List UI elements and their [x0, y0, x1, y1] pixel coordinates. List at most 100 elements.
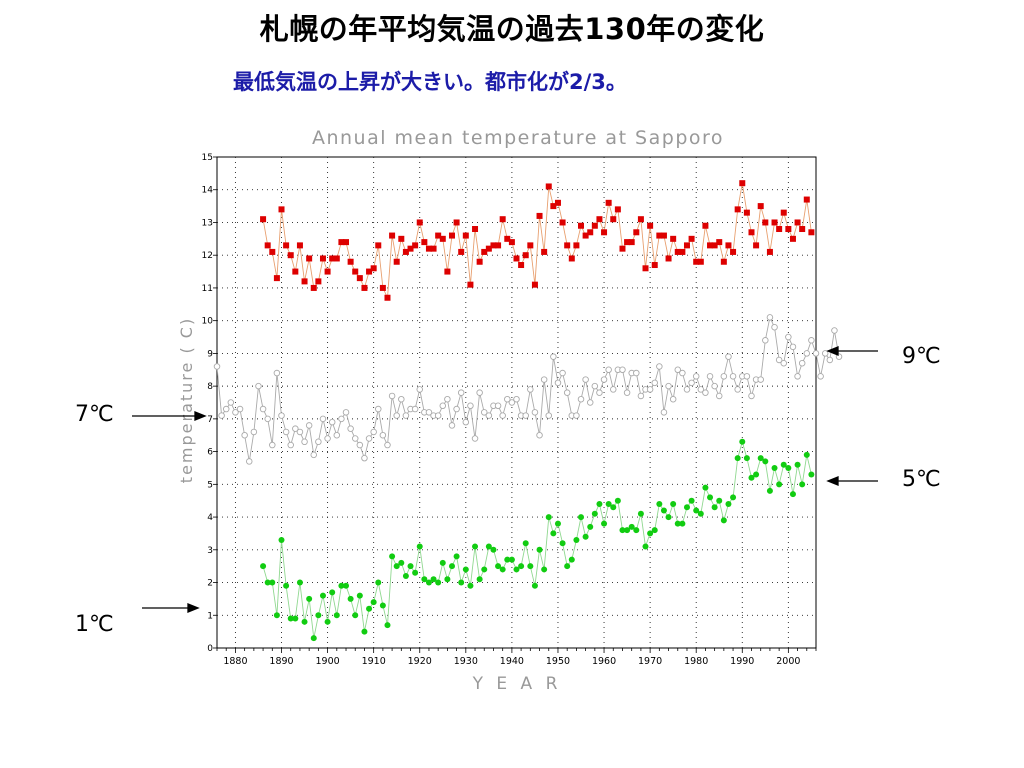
data-point-min — [707, 494, 714, 501]
data-point-max — [628, 239, 635, 246]
data-point-min — [264, 579, 271, 586]
data-point-max — [688, 235, 695, 242]
data-point-min — [425, 579, 432, 586]
data-point-mean — [370, 428, 377, 436]
data-point-min — [379, 602, 386, 609]
data-point-max — [467, 281, 474, 288]
data-point-mean — [471, 435, 479, 442]
data-point-mean — [720, 373, 728, 380]
data-point-mean — [425, 409, 433, 416]
data-point-min — [610, 504, 617, 511]
data-point-min — [739, 438, 746, 445]
data-point-mean — [494, 402, 502, 410]
data-point-mean — [269, 441, 276, 449]
data-point-max — [430, 245, 437, 252]
data-point-max — [573, 242, 580, 249]
data-point-max — [720, 258, 727, 265]
data-point-mean — [637, 392, 645, 400]
data-point-max — [343, 239, 350, 246]
data-point-min — [564, 563, 571, 570]
data-point-min — [720, 517, 727, 524]
data-point-mean — [550, 353, 557, 360]
data-point-min — [642, 543, 649, 550]
data-point-mean — [715, 392, 723, 400]
data-point-max — [301, 278, 308, 285]
data-point-min — [550, 530, 557, 537]
data-point-mean — [591, 382, 599, 390]
data-point-min — [444, 576, 451, 583]
data-point-mean — [623, 389, 631, 396]
data-point-max — [485, 245, 492, 252]
data-point-max — [647, 222, 654, 229]
data-point-min — [287, 615, 294, 622]
data-point-max — [333, 255, 340, 262]
x-tick-label: 1900 — [315, 656, 339, 667]
y-tick-label: 0 — [207, 644, 213, 654]
data-point-min — [725, 500, 732, 507]
data-point-max — [753, 242, 760, 249]
x-tick-label: 1910 — [362, 656, 386, 667]
data-point-mean — [315, 438, 322, 446]
data-point-min — [260, 563, 267, 570]
data-point-min — [296, 579, 303, 586]
data-point-min — [283, 582, 290, 589]
data-point-mean — [384, 441, 391, 449]
data-point-mean — [808, 337, 815, 344]
data-point-max — [319, 255, 326, 262]
data-point-max — [495, 242, 502, 249]
data-point-max — [559, 219, 566, 226]
slide-title: 札幌の年平均気温の過去130年の変化 — [259, 12, 765, 46]
data-point-min — [637, 510, 644, 517]
data-point-mean — [803, 350, 811, 357]
data-point-max — [780, 209, 787, 216]
data-point-mean — [531, 409, 539, 416]
data-point-min — [665, 514, 672, 521]
data-point-min — [402, 572, 409, 579]
data-point-mean — [785, 333, 792, 341]
data-point-min — [407, 563, 414, 570]
data-point-mean — [725, 353, 732, 360]
data-point-mean — [485, 412, 493, 419]
data-point-max — [610, 216, 617, 223]
slide-subtitle: 最低気温の上昇が大きい。都市化が2/3。 — [233, 70, 627, 94]
data-point-max — [651, 262, 658, 269]
data-point-mean — [775, 356, 783, 364]
x-tick-label: 1970 — [638, 656, 662, 667]
data-point-mean — [246, 458, 253, 465]
data-point-min — [541, 566, 548, 573]
data-point-min — [697, 510, 704, 517]
data-point-min — [596, 500, 603, 507]
data-point-max — [416, 219, 423, 226]
data-point-max — [425, 245, 432, 252]
data-point-min — [522, 540, 529, 547]
data-point-min — [347, 595, 354, 602]
data-point-max — [384, 294, 391, 301]
data-point-min — [554, 520, 561, 527]
data-point-max — [619, 245, 626, 252]
data-point-mean — [476, 389, 483, 396]
data-point-min — [518, 563, 525, 570]
data-point-min — [628, 523, 635, 530]
data-point-min — [785, 464, 792, 471]
data-point-min — [513, 566, 520, 573]
data-point-min — [619, 527, 626, 534]
data-point-max — [518, 262, 525, 269]
data-point-min — [306, 595, 313, 602]
data-point-min — [329, 589, 336, 596]
data-point-min — [683, 504, 690, 511]
data-point-mean — [536, 431, 543, 439]
data-point-mean — [743, 373, 751, 380]
data-point-min — [278, 536, 285, 543]
data-point-mean — [453, 405, 460, 413]
data-point-mean — [762, 337, 769, 344]
data-point-mean — [821, 350, 829, 357]
data-point-mean — [600, 376, 608, 383]
data-point-min — [508, 556, 515, 563]
data-point-min — [780, 461, 787, 468]
data-point-mean — [646, 386, 654, 393]
data-point-min — [578, 514, 585, 521]
data-point-mean — [236, 405, 244, 413]
data-point-max — [789, 235, 796, 242]
data-point-mean — [439, 402, 447, 410]
